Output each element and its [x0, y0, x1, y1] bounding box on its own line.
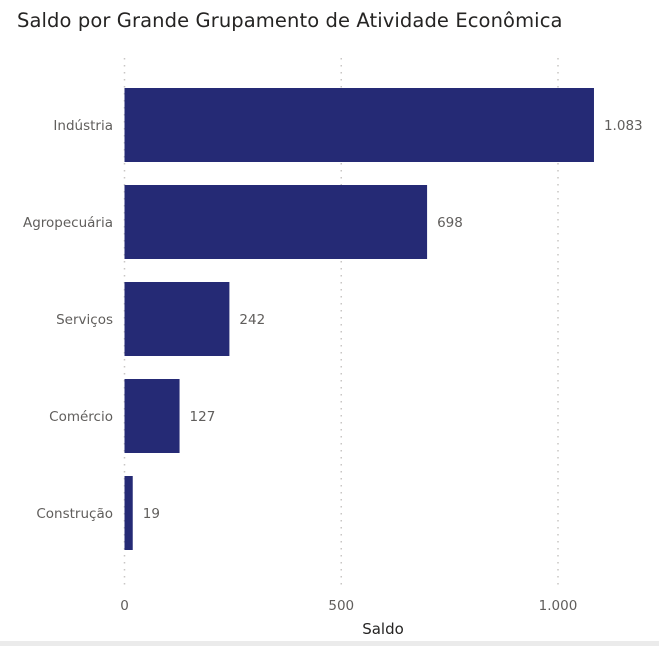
bottom-divider — [0, 641, 659, 646]
bars — [124, 88, 594, 550]
bar[interactable] — [124, 88, 594, 162]
category-label: Comércio — [49, 409, 113, 425]
bar[interactable] — [124, 476, 133, 550]
x-tick-label: 1.000 — [539, 598, 578, 614]
bar[interactable] — [124, 185, 428, 259]
labels: 0 500 1.000 Indústria 1.083 Agropecuária 698 Se… — [23, 118, 643, 614]
x-axis-title: Saldo — [362, 620, 404, 638]
x-tick-label: 500 — [328, 598, 354, 614]
chart-title: Saldo por Grande Grupamento de Atividade… — [17, 9, 563, 32]
category-label: Agropecuária — [23, 215, 113, 231]
data-label: 19 — [143, 506, 160, 522]
data-label: 698 — [437, 215, 463, 231]
category-label: Serviços — [56, 312, 113, 328]
data-label: 242 — [239, 312, 265, 328]
category-label: Indústria — [53, 118, 113, 134]
category-label: Construção — [36, 506, 113, 522]
data-label: 1.083 — [604, 118, 643, 134]
bar[interactable] — [124, 282, 230, 356]
x-tick-label: 0 — [120, 598, 129, 614]
data-label: 127 — [190, 409, 216, 425]
bar[interactable] — [124, 379, 180, 453]
